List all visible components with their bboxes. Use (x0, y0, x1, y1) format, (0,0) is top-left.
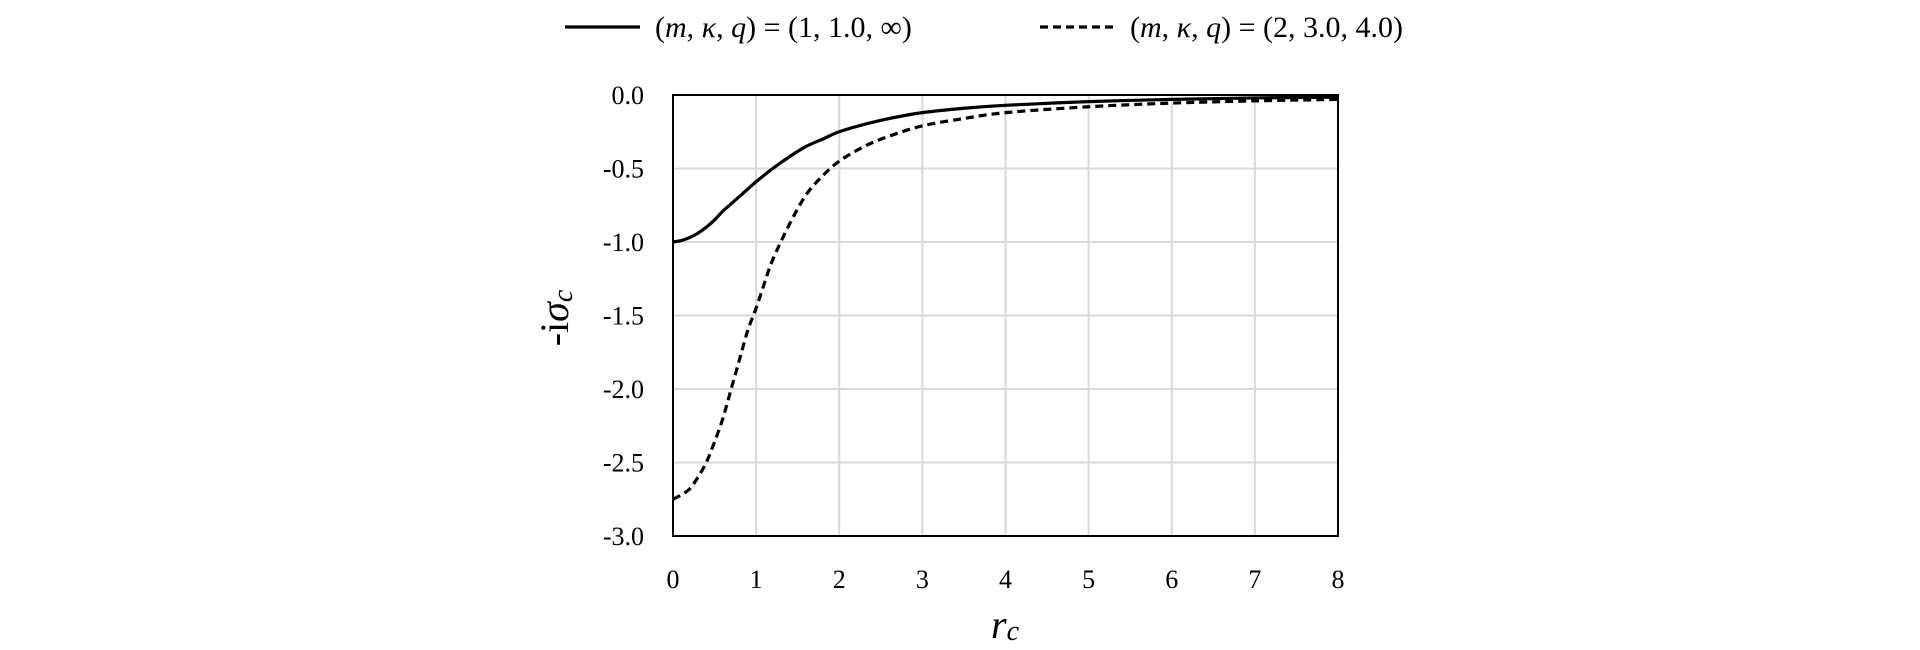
x-tick-label: 2 (833, 565, 846, 594)
x-axis-label: rc (991, 602, 1020, 647)
x-tick-label: 3 (916, 565, 929, 594)
x-tick-label: 5 (1082, 565, 1095, 594)
x-tick-label: 6 (1165, 565, 1178, 594)
y-axis-tick-labels: 0.0 -0.5 -1.0 -1.5 -2.0 -2.5 -3.0 (603, 81, 644, 551)
y-tick-label: -0.5 (603, 155, 644, 184)
legend-label-2: (m, κ, q) = (2, 3.0, 4.0) (1130, 11, 1403, 44)
plot-area-frame (672, 94, 1339, 537)
x-tick-label: 7 (1248, 565, 1261, 594)
x-tick-label: 4 (999, 565, 1012, 594)
x-tick-label: 0 (667, 565, 680, 594)
y-tick-label: -1.5 (603, 302, 644, 331)
y-tick-label: -2.0 (603, 375, 644, 404)
x-tick-label: 1 (750, 565, 763, 594)
x-axis-tick-labels: 0 1 2 3 4 5 6 7 8 (667, 565, 1345, 594)
y-tick-label: -2.5 (603, 449, 644, 478)
y-tick-label: -3.0 (603, 522, 644, 551)
gridlines (672, 94, 1339, 537)
y-tick-label: 0.0 (612, 81, 645, 110)
y-tick-label: -1.0 (603, 228, 644, 257)
x-tick-label: 8 (1332, 565, 1345, 594)
legend: (m, κ, q) = (1, 1.0, ∞) (m, κ, q) = (2, 3… (565, 11, 1403, 44)
series-lines (672, 95, 1339, 501)
series-line-1 (672, 95, 1339, 244)
legend-label-1: (m, κ, q) = (1, 1.0, ∞) (655, 11, 912, 44)
series-line-2 (672, 97, 1339, 501)
y-axis-label: -iσc (532, 289, 579, 346)
